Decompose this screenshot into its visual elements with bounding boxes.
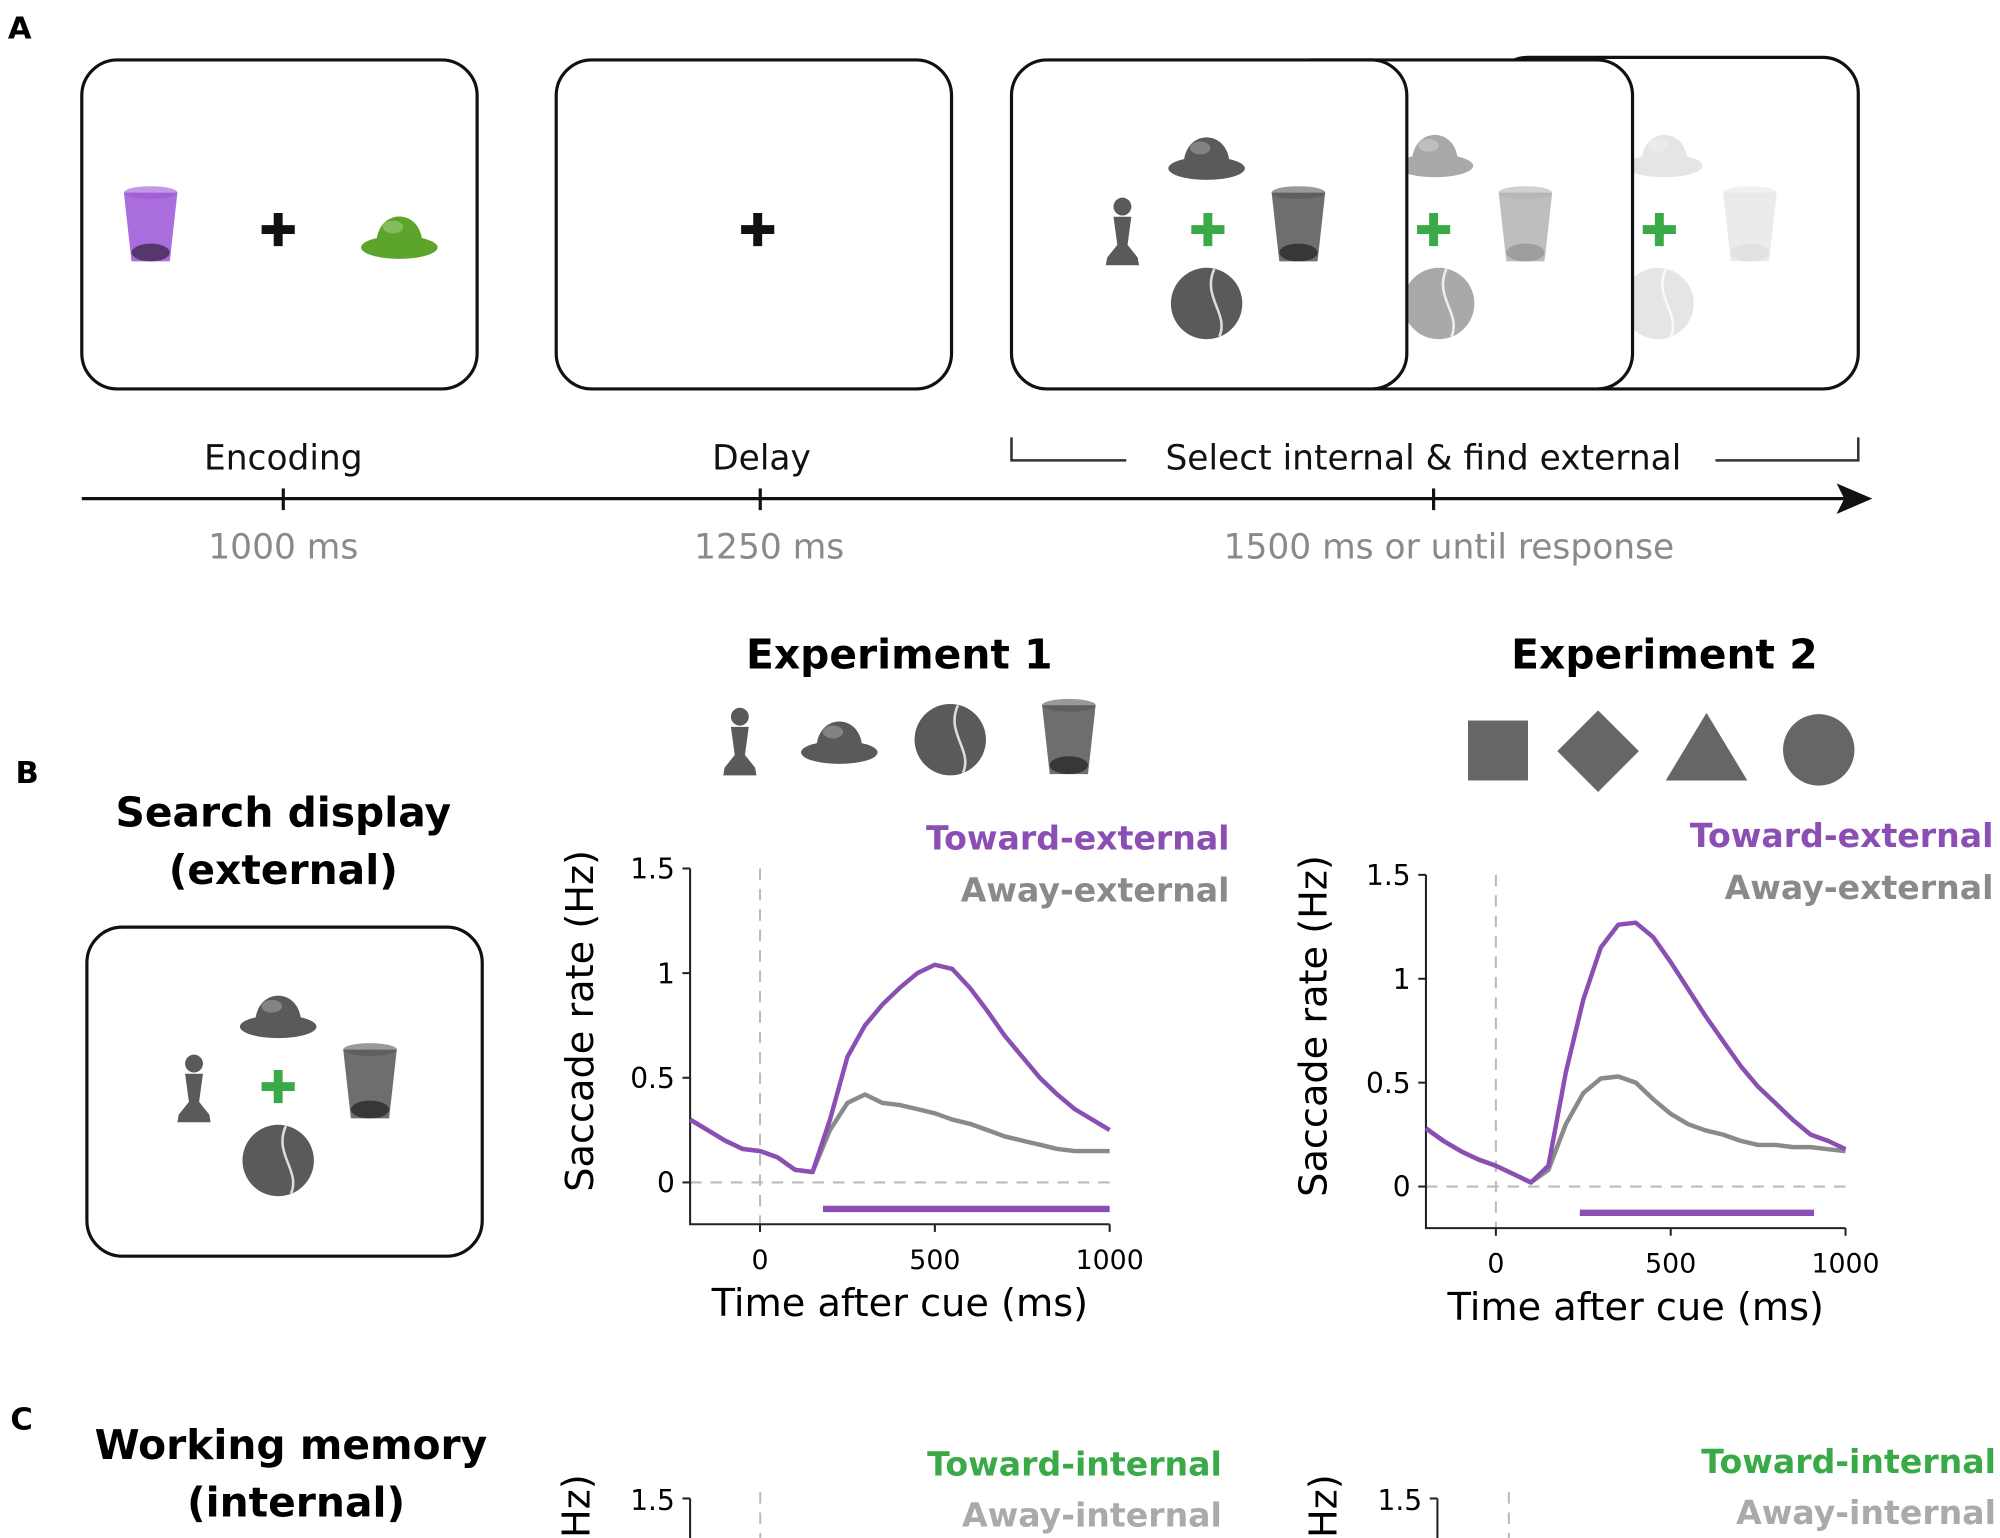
x-axis-label: Time after cue (ms): [711, 1281, 1088, 1326]
panel-label: A: [8, 11, 32, 46]
y-tick-label: 1: [657, 957, 675, 990]
legend-entry: Toward-internal: [1701, 1442, 1996, 1481]
y-axis-label: Hz): [554, 1474, 599, 1538]
y-axis-label: Hz): [1302, 1474, 1347, 1538]
legend-entry: Toward-external: [926, 818, 1230, 857]
y-tick-label: 0: [1393, 1171, 1411, 1204]
legend-entry: Toward-internal: [927, 1445, 1222, 1484]
timeline-arrowhead: [1836, 483, 1873, 514]
y-tick-label: 0.5: [630, 1062, 675, 1095]
phase-name: Delay: [712, 438, 811, 478]
series-line: [688, 1092, 1110, 1175]
icon-cup: [123, 186, 178, 262]
panel-label: B: [15, 756, 38, 791]
chart-title: Experiment 1: [746, 630, 1052, 678]
x-tick-label: 1000: [1811, 1249, 1879, 1280]
panel-label: C: [10, 1403, 32, 1438]
series-line: [1424, 1074, 1846, 1185]
section-title: (external): [169, 846, 398, 894]
icon-cup: [1271, 186, 1326, 262]
phase-duration: 1500 ms or until response: [1224, 528, 1675, 568]
x-tick-label: 0: [1487, 1249, 1504, 1280]
icon-cup: [343, 1043, 397, 1119]
y-tick-label: 0: [657, 1167, 675, 1200]
experiment-1-stimuli: [723, 698, 1096, 777]
search-display-screen: [85, 925, 484, 1258]
legend-entry: Away-internal: [962, 1496, 1222, 1535]
axes: [1424, 874, 1846, 1230]
chart-title: Experiment 2: [1511, 630, 1817, 678]
phase-duration: 1250 ms: [694, 528, 844, 568]
y-tick-label: 1.5: [1366, 859, 1411, 892]
x-tick-label: 1000: [1076, 1245, 1144, 1276]
icon-ball: [241, 1123, 316, 1198]
y-tick-label: 0.5: [1366, 1067, 1411, 1100]
y-tick-label: 1.5: [630, 853, 675, 886]
y-tick-label: 1.5: [630, 1484, 675, 1517]
phase-name: Encoding: [204, 438, 363, 478]
axes: [689, 868, 1110, 1226]
legend-entry: Away-external: [961, 871, 1230, 910]
phase-name: Select internal & find external: [1165, 438, 1681, 478]
y-axis-label: Saccade rate (Hz): [558, 850, 603, 1192]
panel-a-frames: [80, 55, 1860, 391]
section-title: (internal): [187, 1478, 405, 1526]
phase-bracket: [1010, 437, 1860, 462]
x-tick-label: 500: [909, 1245, 960, 1276]
y-axis-label: Saccade rate (Hz): [1291, 855, 1336, 1197]
y-tick-label: 1.5: [1378, 1484, 1423, 1517]
legend-entry: Toward-external: [1690, 816, 1994, 855]
icon-ball: [1169, 266, 1244, 341]
x-tick-label: 500: [1645, 1249, 1696, 1280]
y-tick-label: 1: [1393, 963, 1411, 996]
phase-duration: 1000 ms: [208, 528, 358, 568]
series-line: [688, 962, 1111, 1175]
experiment-2-stimuli: [1468, 710, 1855, 792]
x-axis-label: Time after cue (ms): [1447, 1285, 1824, 1330]
legend-entry: Away-internal: [1736, 1493, 1996, 1532]
legend-entry: Away-external: [1725, 868, 1994, 907]
section-title: Search display: [115, 788, 451, 836]
series-line: [1424, 920, 1847, 1185]
timeline: Encoding Delay Select internal & find ex…: [81, 437, 1873, 568]
x-tick-label: 0: [752, 1245, 769, 1276]
section-title: Working memory: [95, 1421, 488, 1469]
